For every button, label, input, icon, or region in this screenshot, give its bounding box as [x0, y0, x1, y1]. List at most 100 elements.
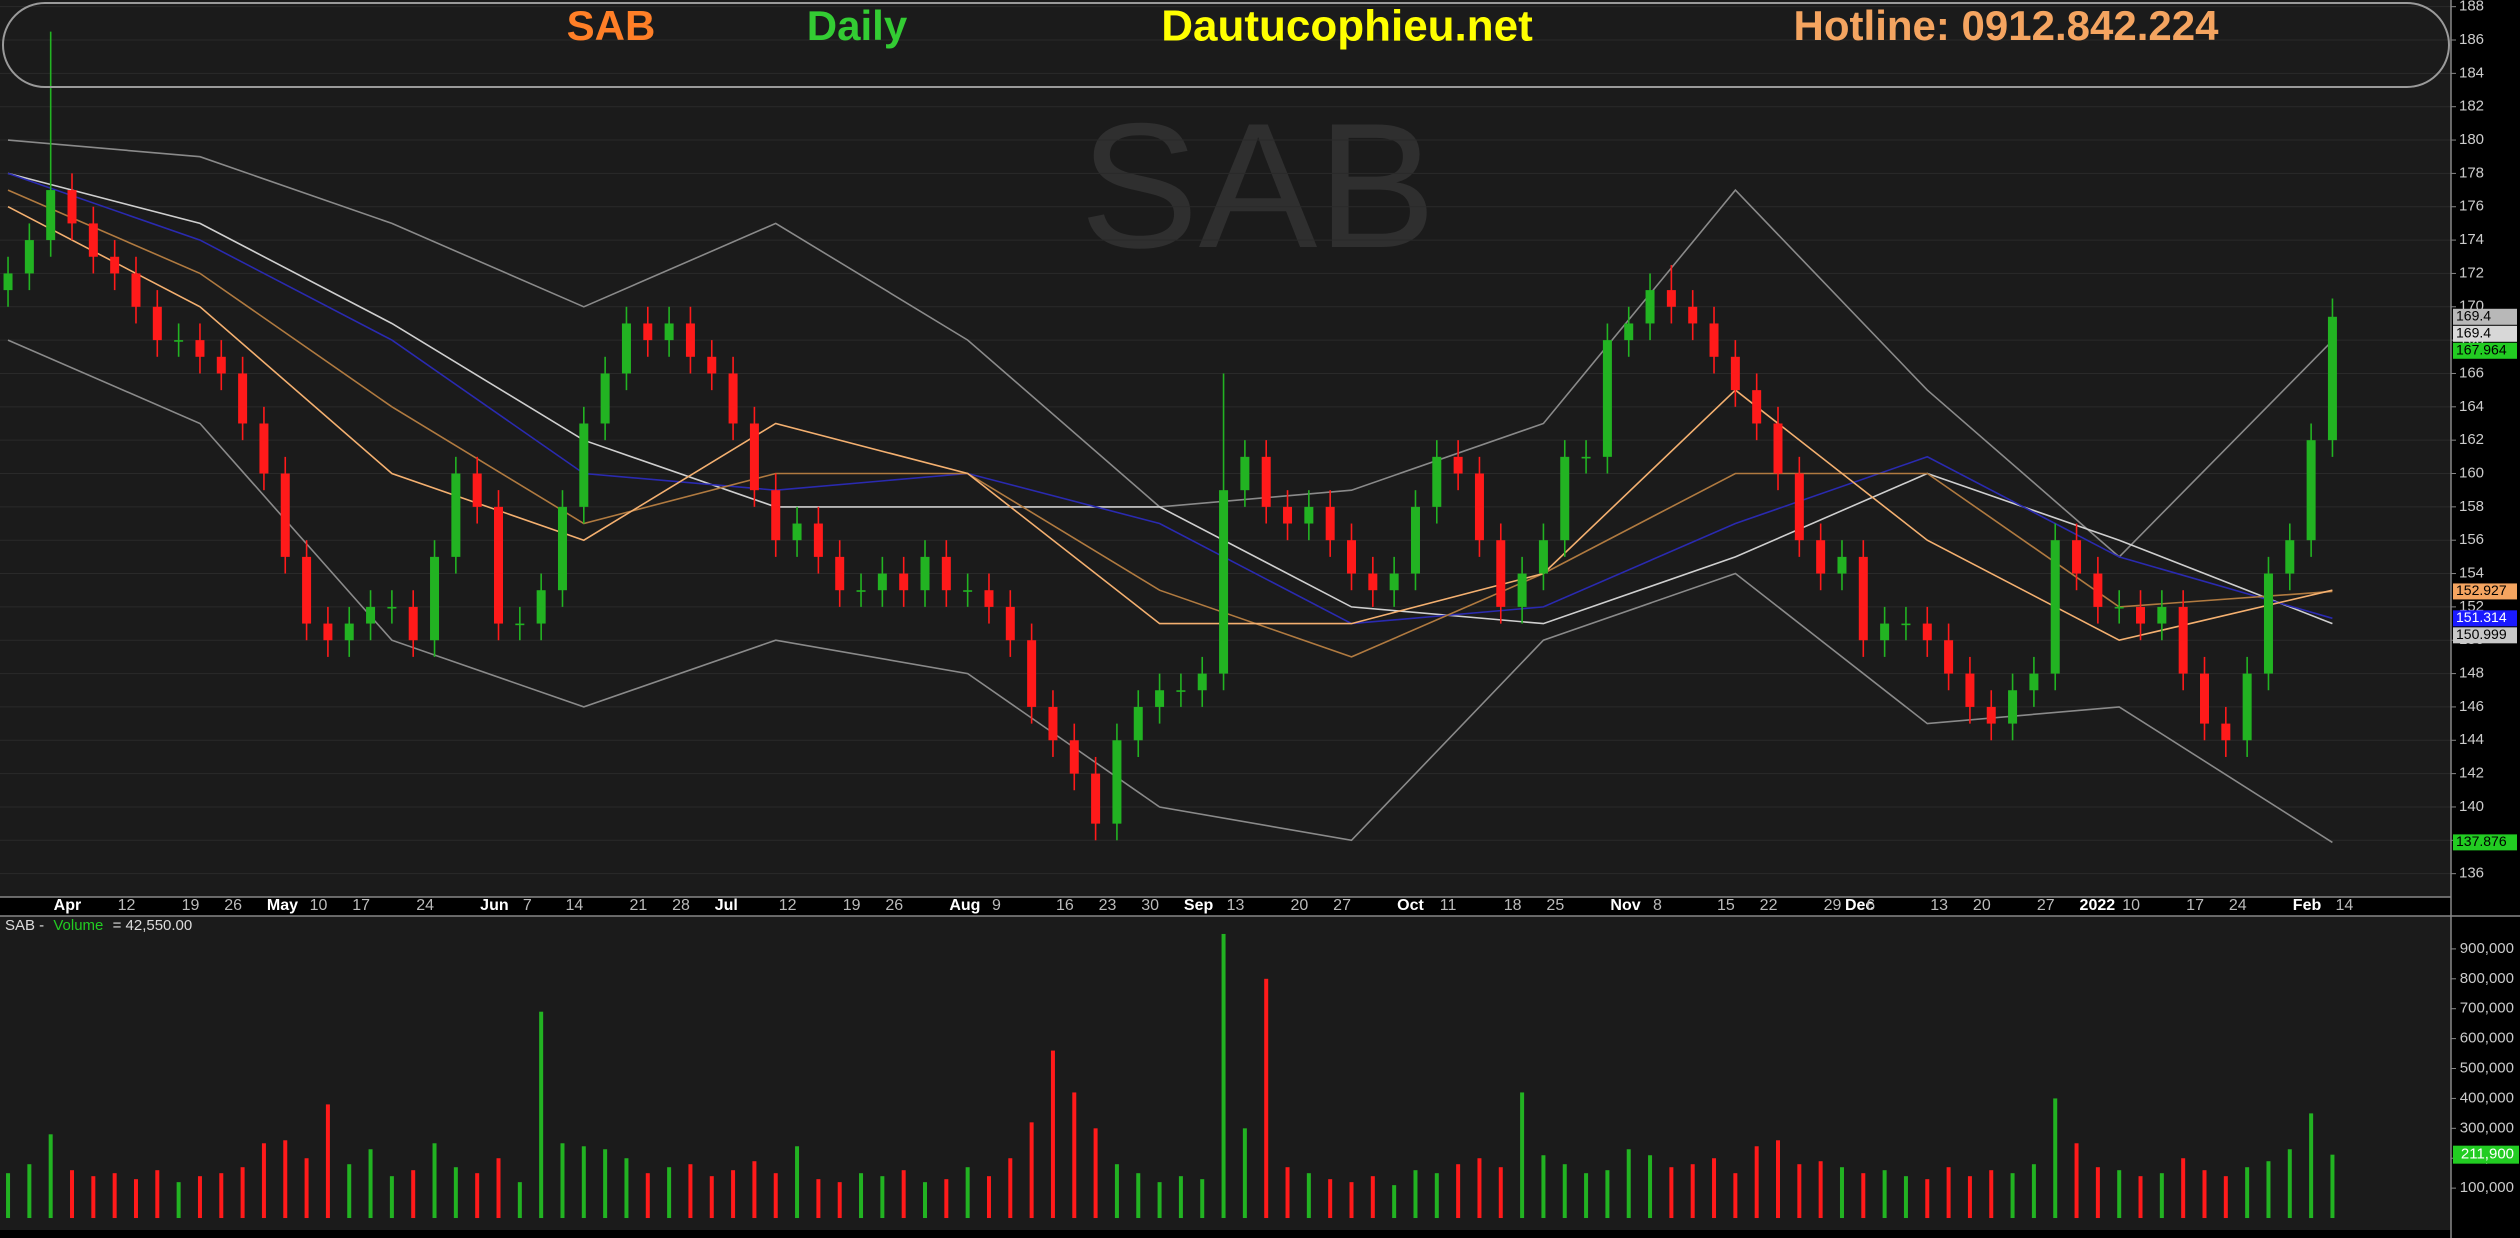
x-tick-label: Jul [715, 897, 738, 914]
volume-bar [2053, 1098, 2058, 1219]
volume-bar [2117, 1170, 2122, 1219]
candle-body [1432, 456, 1442, 507]
x-tick-label: 19 [182, 897, 200, 914]
candle-body [88, 223, 98, 257]
y-tick-label: 100,000 [2460, 1179, 2514, 1196]
candle-body [2327, 316, 2337, 441]
candle-body [280, 473, 290, 557]
volume-bar [1669, 1167, 1674, 1219]
candle-body [2178, 606, 2188, 674]
candle-body [408, 606, 418, 641]
volume-bar [1072, 1092, 1077, 1219]
candle-body [600, 373, 610, 424]
volume-bar [1456, 1164, 1461, 1219]
legend-symbol: SAB - [5, 917, 44, 934]
volume-bar [1818, 1161, 1823, 1219]
candle-body [984, 590, 994, 607]
candle-body [941, 556, 951, 591]
x-tick-label: 28 [672, 897, 690, 914]
candle-body [1453, 456, 1463, 474]
x-tick-label: 30 [1141, 897, 1159, 914]
volume-bar [304, 1158, 309, 1219]
candle-body [1645, 290, 1655, 324]
volume-bar [453, 1167, 458, 1219]
legend-name: Volume [53, 917, 103, 934]
volume-bar [2095, 1167, 2100, 1219]
candle-body [856, 590, 866, 592]
volume-bar [2010, 1173, 2015, 1219]
price-panel [0, 0, 2451, 897]
y-tick-label: 800,000 [2460, 970, 2514, 987]
y-tick-label: 162 [2459, 431, 2484, 448]
x-tick-label: 27 [2037, 897, 2055, 914]
volume-bar [1477, 1158, 1482, 1219]
volume-bar [411, 1170, 416, 1219]
y-tick-label: 154 [2459, 565, 2484, 582]
y-tick-label: 180 [2459, 131, 2484, 148]
volume-bar [688, 1164, 693, 1219]
volume-bar [283, 1140, 288, 1219]
volume-bar [1861, 1173, 1866, 1219]
volume-bar [347, 1164, 352, 1219]
volume-bar [2266, 1161, 2271, 1219]
price-marker-label: 169.4 [2456, 324, 2491, 340]
volume-bar [1285, 1167, 1290, 1219]
candle-body [1730, 356, 1740, 391]
volume-bar [1967, 1176, 1972, 1219]
volume-bar [112, 1173, 117, 1219]
candle-body [2221, 723, 2231, 741]
volume-bar [1839, 1167, 1844, 1219]
volume-bar [1541, 1155, 1546, 1219]
price-marker [2453, 627, 2517, 644]
volume-bar [6, 1173, 11, 1219]
volume-bar [1029, 1122, 1034, 1219]
candle-body [1581, 456, 1591, 459]
volume-bar [389, 1176, 394, 1219]
candle-body [579, 423, 589, 507]
indicator-line [7, 172, 2333, 625]
price-marker-label: 152.927 [2456, 582, 2507, 598]
price-marker-label: 167.964 [2456, 341, 2507, 357]
candle-body [1517, 573, 1527, 607]
volume-bar [1562, 1164, 1567, 1219]
volume-bar [1008, 1158, 1013, 1219]
candle-body [2029, 673, 2039, 691]
candle-body [1347, 540, 1357, 574]
volume-bar [880, 1176, 885, 1219]
candle-body [1240, 456, 1250, 491]
candle-body [238, 373, 248, 424]
candle-body [813, 523, 823, 557]
volume-bar [475, 1173, 480, 1219]
candle-body [1794, 473, 1804, 541]
y-tick-label: 144 [2459, 731, 2484, 748]
candle-body [1197, 673, 1207, 691]
x-tick-label: 14 [2335, 897, 2353, 914]
watermark: SAB [1080, 86, 1436, 285]
volume-bar [1903, 1176, 1908, 1219]
volume-bar [1370, 1176, 1375, 1219]
candle-body [2114, 606, 2124, 609]
x-tick-label: Aug [949, 897, 980, 914]
candle-body [2285, 540, 2295, 574]
volume-bar [837, 1182, 842, 1219]
candle-body [387, 606, 397, 609]
price-marker-label: 151.314 [2456, 609, 2507, 625]
candle-body [2157, 606, 2167, 624]
volume-bar [1520, 1092, 1525, 1219]
candle-body [216, 356, 226, 374]
volume-bar [240, 1167, 245, 1219]
candle-body [835, 556, 845, 591]
volume-bar [2202, 1170, 2207, 1219]
y-tick-label: 160 [2459, 464, 2484, 481]
candle-body [472, 473, 482, 507]
y-tick-label: 188 [2459, 0, 2484, 15]
candle-body [536, 590, 546, 624]
candle-body [1112, 740, 1122, 824]
candle-body [451, 473, 461, 557]
y-tick-label: 172 [2459, 264, 2484, 281]
x-tick-label: 27 [1333, 897, 1351, 914]
x-tick-label: 10 [310, 897, 328, 914]
volume-bar [773, 1173, 778, 1219]
symbol-title: SAB [567, 2, 656, 49]
candle-body [2136, 606, 2146, 624]
